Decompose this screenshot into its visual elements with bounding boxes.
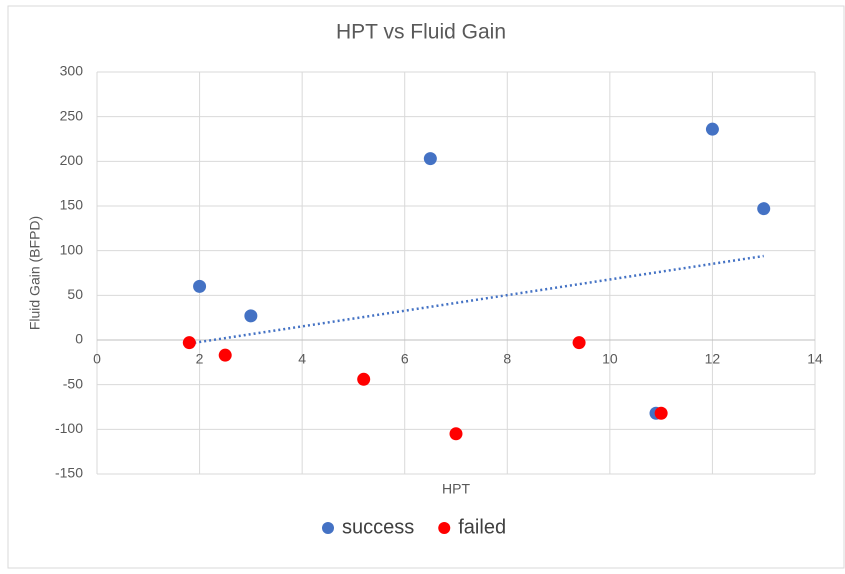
x-axis-label: HPT <box>442 481 470 497</box>
chart-border <box>7 5 845 569</box>
chart-title: HPT vs Fluid Gain <box>336 21 506 44</box>
point <box>218 348 232 362</box>
point <box>357 372 371 386</box>
y-axis-label: Fluid Gain (BFPD) <box>27 216 43 330</box>
point <box>244 309 258 323</box>
y-tick-label: -50 <box>63 375 83 391</box>
point <box>654 406 668 420</box>
y-tick-label: 0 <box>75 331 83 347</box>
point <box>193 279 207 293</box>
x-tick-label: 14 <box>807 351 823 367</box>
legend-marker <box>322 522 334 534</box>
point <box>705 122 719 136</box>
y-tick-label: 50 <box>67 286 83 302</box>
trendline <box>189 254 764 345</box>
x-tick-label: 12 <box>705 351 721 367</box>
x-tick-label: 0 <box>93 351 101 367</box>
y-tick-label: -100 <box>55 420 83 436</box>
y-tick-label: 150 <box>60 197 84 213</box>
y-tick-label: 100 <box>60 241 84 257</box>
y-tick-label: 200 <box>60 152 84 168</box>
y-tick-label: 300 <box>60 63 84 79</box>
point <box>449 427 463 441</box>
x-tick-label: 2 <box>196 351 204 367</box>
point <box>423 152 437 166</box>
point <box>572 336 586 350</box>
legend-marker <box>438 522 451 534</box>
point <box>757 202 771 216</box>
x-tick-label: 6 <box>401 351 409 367</box>
x-tick-label: 8 <box>503 351 511 367</box>
point <box>182 336 196 350</box>
x-tick-label: 10 <box>602 351 618 367</box>
x-tick-label: 4 <box>298 351 306 367</box>
legend-label: success <box>342 516 414 538</box>
legend-label: failed <box>458 516 506 538</box>
y-tick-label: 250 <box>60 107 84 123</box>
y-tick-label: -150 <box>55 465 83 481</box>
